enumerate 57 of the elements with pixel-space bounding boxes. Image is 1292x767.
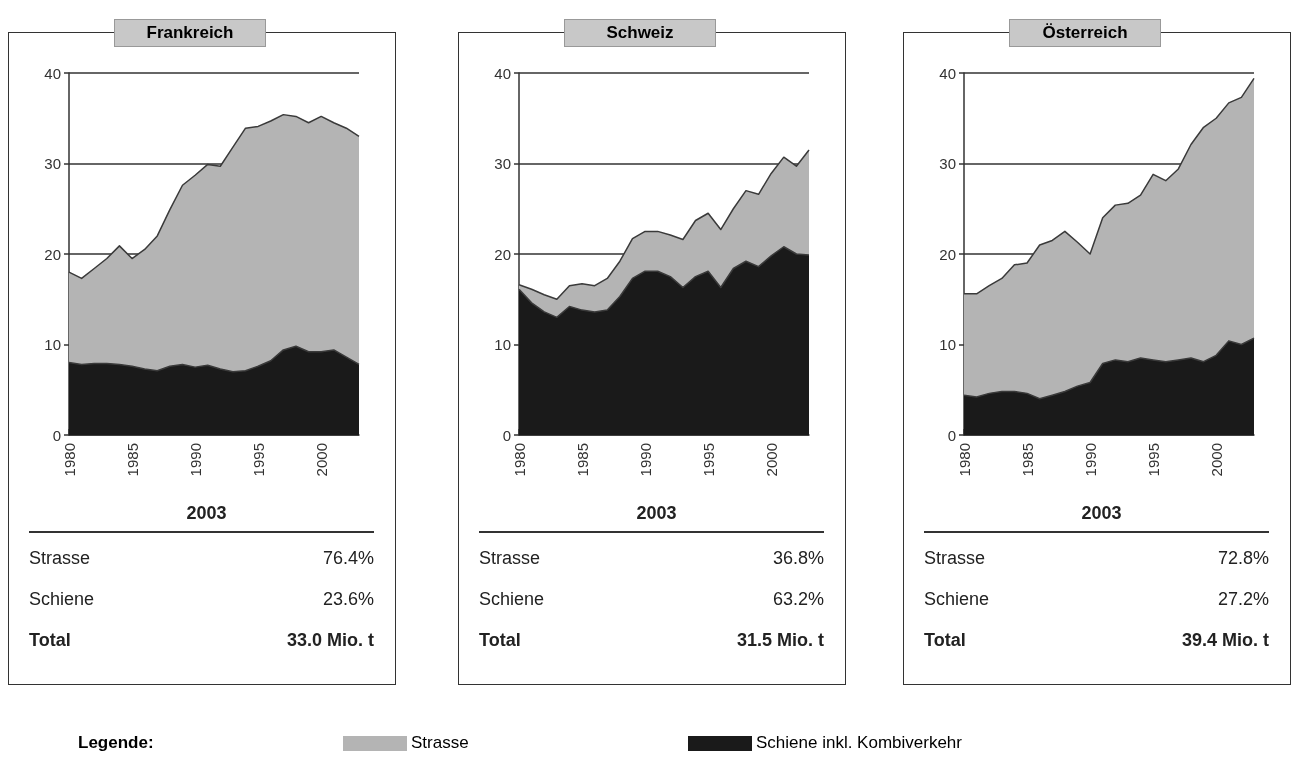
x-tick-label: 1980 — [955, 443, 973, 477]
text: 33.0 Mio. t — [286, 629, 374, 652]
y-tick-label: 10 — [494, 336, 511, 353]
text: Schiene — [479, 588, 545, 611]
x-tick-label: 1985 — [1018, 443, 1036, 477]
x-tick-label: 1995 — [699, 443, 717, 477]
text: 72.8% — [1217, 547, 1269, 570]
x-tick-label: 1985 — [573, 443, 591, 477]
x-tick-label: 1985 — [123, 443, 141, 477]
chart-title: Österreich — [1009, 19, 1161, 47]
text: Total — [29, 629, 71, 652]
text: Strasse — [924, 547, 986, 570]
x-tick-label: 1990 — [186, 443, 204, 477]
x-tick-label: 2000 — [1207, 443, 1225, 477]
y-tick-label: 10 — [44, 336, 61, 353]
text: 36.8% — [772, 547, 824, 570]
text: 39.4 Mio. t — [1181, 629, 1269, 652]
text: Schiene — [924, 588, 990, 611]
y-tick-label: 30 — [494, 155, 511, 172]
legend-label: Strasse — [411, 733, 469, 753]
y-tick-label: 40 — [939, 64, 956, 82]
chart-title: Schweiz — [564, 19, 716, 47]
x-tick-label: 2000 — [762, 443, 780, 477]
y-tick-label: 20 — [44, 245, 61, 263]
text: Strasse — [29, 547, 91, 570]
text: 31.5 Mio. t — [736, 629, 824, 652]
chart-title: Frankreich — [114, 19, 266, 47]
text: 76.4% — [322, 547, 374, 570]
text: 27.2% — [1217, 588, 1269, 611]
text: Total — [479, 629, 521, 652]
x-tick-label: 1995 — [1144, 443, 1162, 477]
text: 2003 — [1080, 503, 1123, 525]
y-tick-label: 0 — [947, 426, 956, 444]
text: 2003 — [185, 503, 228, 525]
text: Schiene — [29, 588, 95, 611]
text: Strasse — [479, 547, 541, 570]
y-tick-label: 30 — [939, 155, 956, 172]
legend-label: Schiene inkl. Kombiverkehr — [756, 733, 962, 753]
legend-title: Legende: — [78, 733, 154, 753]
x-tick-label: 1990 — [636, 443, 654, 477]
x-tick-label: 1990 — [1081, 443, 1099, 477]
text: 63.2% — [772, 588, 824, 611]
x-tick-label: 1980 — [510, 443, 528, 477]
y-tick-label: 20 — [939, 245, 956, 263]
y-tick-label: 20 — [494, 245, 511, 263]
y-tick-label: 30 — [44, 155, 61, 172]
y-tick-label: 40 — [494, 64, 511, 82]
y-tick-label: 40 — [44, 64, 61, 82]
y-tick-label: 10 — [939, 336, 956, 353]
text: 2003 — [635, 503, 678, 525]
x-tick-label: 1980 — [60, 443, 78, 477]
x-tick-label: 2000 — [312, 443, 330, 477]
y-tick-label: 0 — [502, 426, 511, 444]
x-tick-label: 1995 — [249, 443, 267, 477]
text: 23.6% — [322, 588, 374, 611]
y-tick-label: 0 — [52, 426, 61, 444]
text: Total — [924, 629, 966, 652]
